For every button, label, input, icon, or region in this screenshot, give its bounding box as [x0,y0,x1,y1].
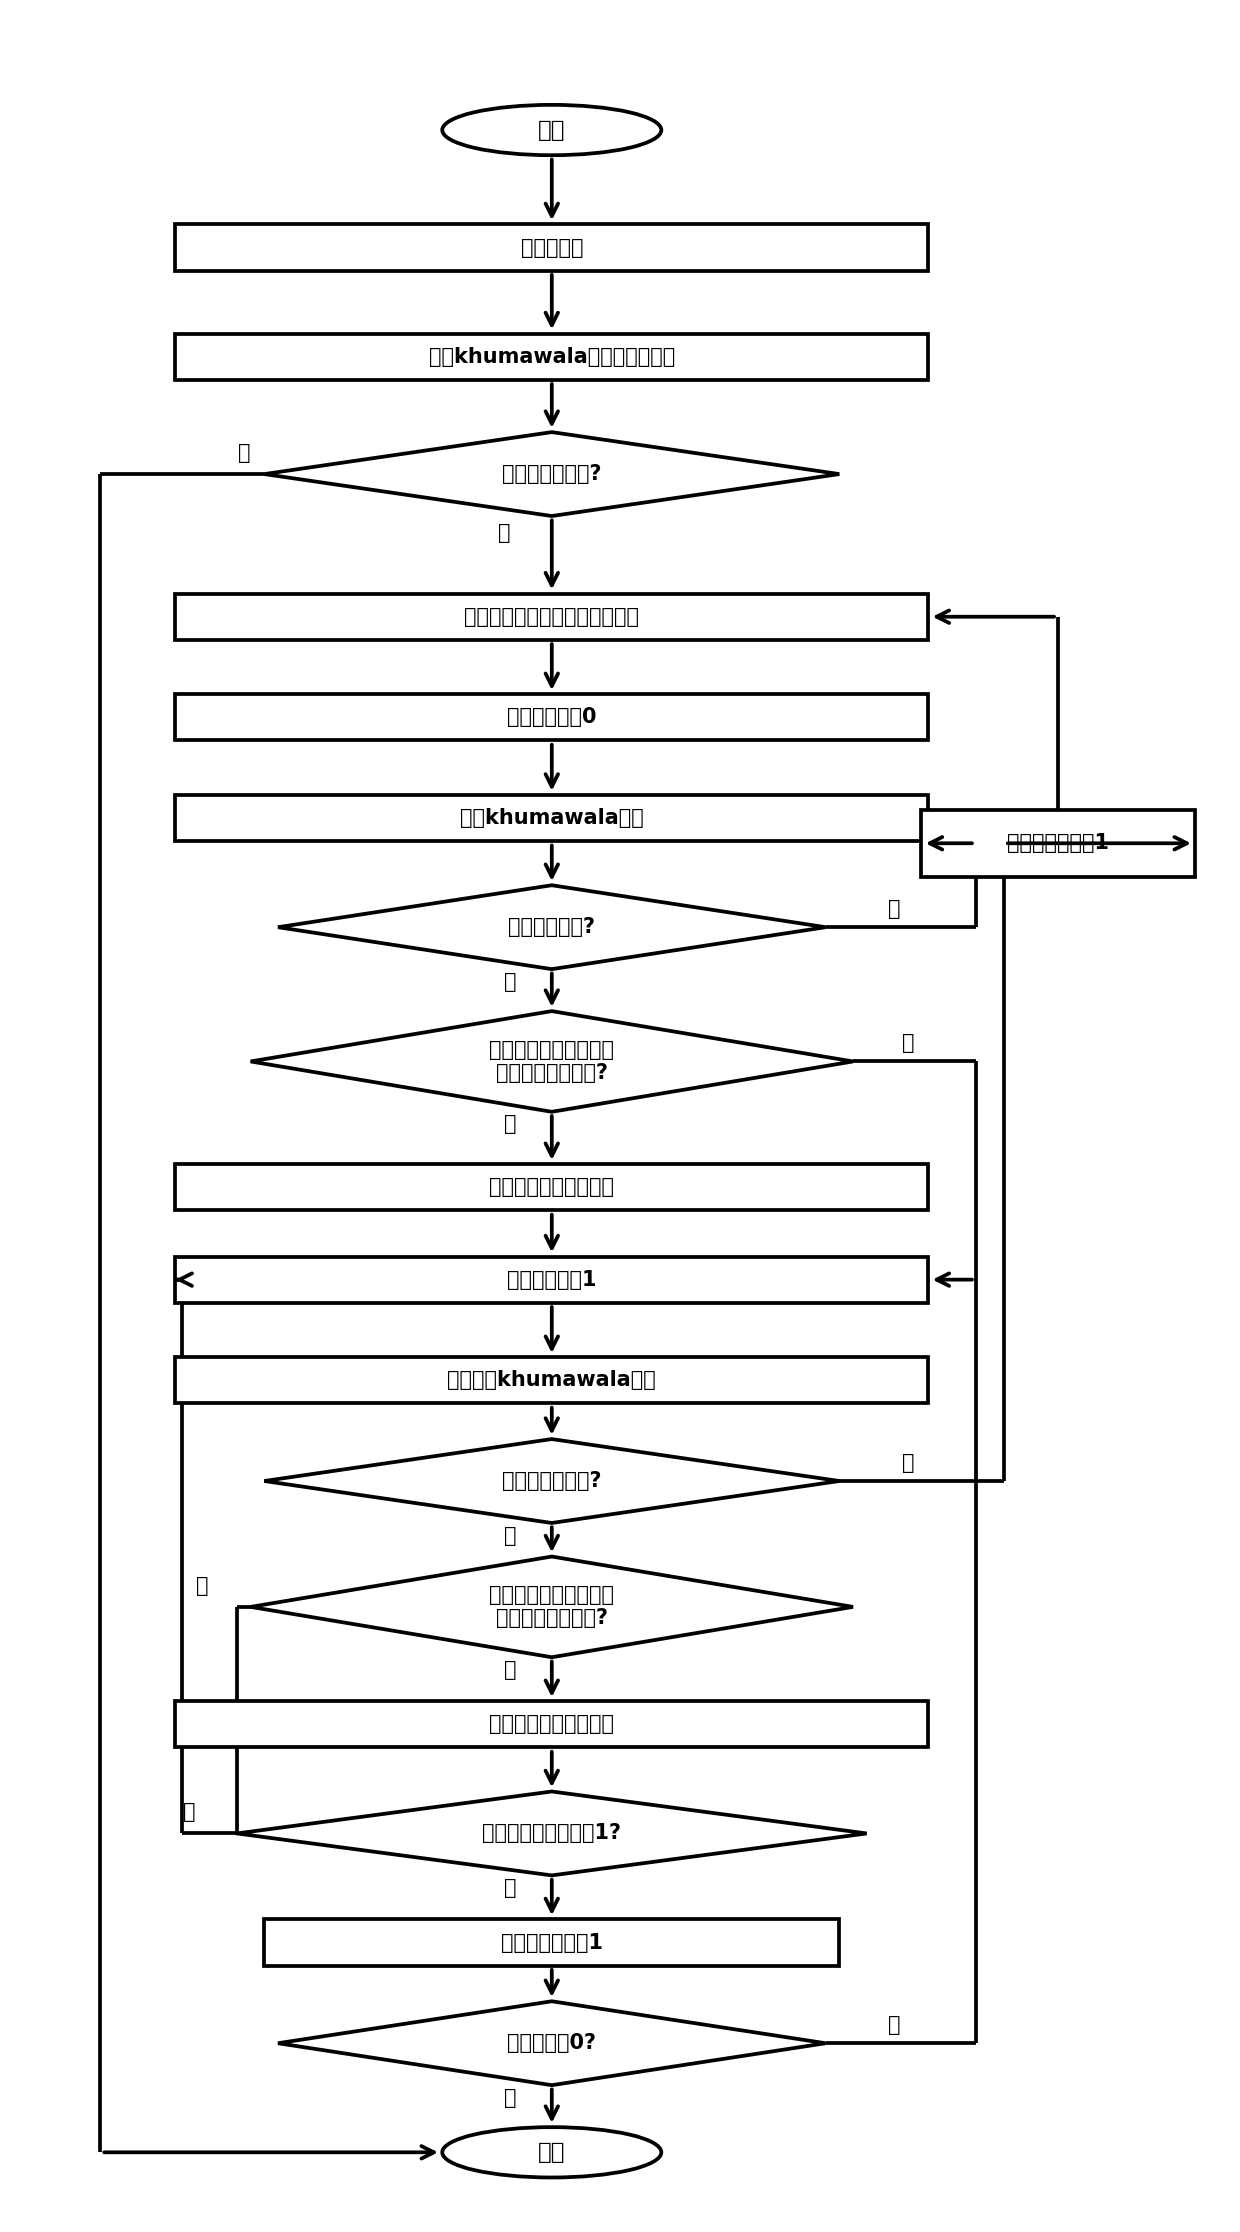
FancyBboxPatch shape [175,1165,928,1210]
Ellipse shape [443,105,661,156]
Text: 初始化参数: 初始化参数 [521,237,583,257]
Text: 是否获得完整解?: 是否获得完整解? [502,464,601,484]
FancyBboxPatch shape [175,795,928,841]
Polygon shape [278,2002,826,2085]
Text: 重新执行khumawala规则: 重新执行khumawala规则 [448,1370,656,1391]
Polygon shape [278,886,826,969]
Text: 否: 否 [888,2015,900,2036]
Text: 令分支变量为0: 令分支变量为0 [507,708,596,728]
FancyBboxPatch shape [175,594,928,641]
Polygon shape [250,1556,853,1656]
Text: 令分支层数减少1: 令分支层数减少1 [501,1933,603,1953]
Text: 所获得方案的成本是否
低于当前最优成本?: 所获得方案的成本是否 低于当前最优成本? [489,1040,614,1083]
Text: 是: 是 [505,971,517,991]
Text: 令所获方案为最优方案: 令所获方案为最优方案 [489,1176,614,1196]
Text: 开始: 开始 [538,118,565,141]
Polygon shape [250,1011,853,1112]
Text: 否: 否 [497,522,510,542]
Text: 结束: 结束 [538,2140,565,2163]
Ellipse shape [443,2127,661,2178]
Text: 当前分支变量取值为1?: 当前分支变量取值为1? [482,1824,621,1844]
Polygon shape [237,1792,867,1875]
Text: 否: 否 [888,899,900,920]
Text: 是: 是 [505,1524,517,1545]
Text: 所获得方案的成本是否
低于当前最优成本?: 所获得方案的成本是否 低于当前最优成本? [489,1585,614,1629]
Text: 否: 否 [901,1453,914,1473]
FancyBboxPatch shape [175,1357,928,1404]
Text: 令所获方案为最优方案: 令所获方案为最优方案 [489,1714,614,1734]
Text: 令分支变量为1: 令分支变量为1 [507,1270,596,1290]
Text: 是: 是 [237,444,250,462]
FancyBboxPatch shape [175,1257,928,1303]
Text: 是否为完整解?: 是否为完整解? [508,917,595,937]
Text: 分支层数为0?: 分支层数为0? [507,2033,596,2053]
Polygon shape [264,1440,839,1522]
FancyBboxPatch shape [175,1701,928,1748]
Text: 否: 否 [182,1803,195,1824]
Text: 执行khumawala规则: 执行khumawala规则 [460,808,644,828]
Text: 是: 是 [505,2087,517,2107]
Text: 令分支层数增加1: 令分支层数增加1 [1007,833,1109,853]
FancyBboxPatch shape [921,810,1195,877]
Text: 是: 是 [505,1114,517,1134]
Text: 否: 否 [196,1576,208,1596]
Text: 执行khumawala规则进行预处理: 执行khumawala规则进行预处理 [429,346,675,366]
Text: 否: 否 [901,1033,914,1054]
FancyBboxPatch shape [175,333,928,379]
Text: 依据最小分支准则选取分支变量: 依据最小分支准则选取分支变量 [464,607,639,627]
FancyBboxPatch shape [264,1920,839,1966]
FancyBboxPatch shape [175,225,928,270]
FancyBboxPatch shape [175,694,928,741]
Text: 是: 是 [505,1661,517,1681]
Polygon shape [264,433,839,516]
Text: 是: 是 [505,1877,517,1897]
Text: 是否获得完整解?: 是否获得完整解? [502,1471,601,1491]
